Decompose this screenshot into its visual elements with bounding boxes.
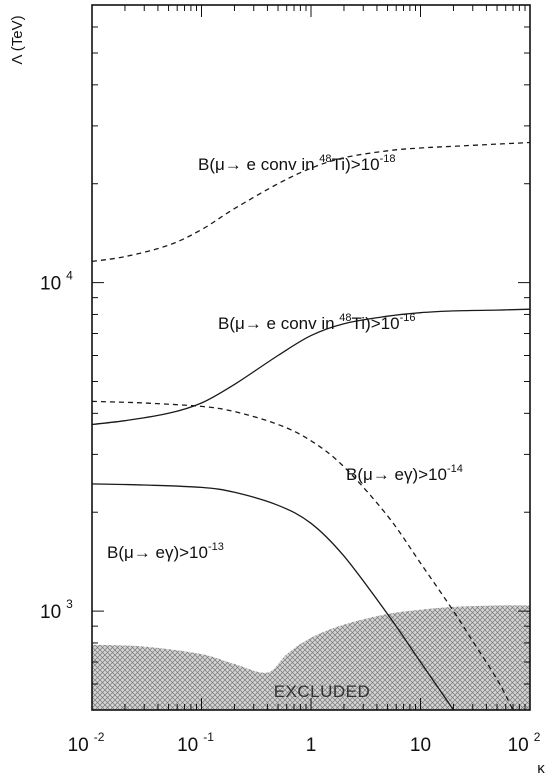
x-tick-label: 10 -2 <box>68 730 105 756</box>
x-axis-label: κ <box>537 760 545 777</box>
x-tick-label: 1 <box>306 735 317 756</box>
series-label-superscript: 48 <box>339 312 351 324</box>
series-label-text: B(μ→ eγ)>10 <box>346 465 447 484</box>
series-label-text: B(μ→ e conv in <box>218 314 339 333</box>
x-tick-label-base: 10 <box>68 735 89 756</box>
series-label-text: Ti)>10 <box>352 314 400 333</box>
excluded-region <box>92 605 530 710</box>
series-label-4: B(μ→ eγ)>10-13 <box>107 541 224 562</box>
y-tick-label: 10 3 <box>40 597 73 623</box>
excluded-area <box>92 605 530 710</box>
series-label-2: B(μ→ e conv in 48Ti)>10-16 <box>218 312 415 333</box>
y-tick-label-base: 10 <box>40 602 61 623</box>
x-tick-label-base: 10 <box>410 735 431 756</box>
series-layer <box>92 141 530 710</box>
series-line-4 <box>92 483 455 710</box>
x-tick-label: 10 <box>410 735 431 756</box>
x-tick-label: 10 -1 <box>177 730 214 756</box>
series-label-superscript: -13 <box>208 541 224 553</box>
plot-frame <box>91 4 531 711</box>
ticks-layer <box>91 4 531 711</box>
x-tick-label-base: 1 <box>306 735 317 756</box>
series-label-superscript: -14 <box>447 463 463 475</box>
x-tick-label-base: 10 <box>508 735 529 756</box>
x-tick-label: 10 2 <box>508 730 541 756</box>
x-tick-label-exponent: -1 <box>203 730 214 744</box>
y-tick-label-exponent: 3 <box>66 597 73 611</box>
y-axis-label: Λ (TeV) <box>9 15 26 64</box>
series-line-2 <box>92 308 530 426</box>
series-label-superscript: 48 <box>319 153 331 165</box>
x-tick-label-exponent: 2 <box>534 730 541 744</box>
series-label-text: Ti)>10 <box>332 155 380 174</box>
series-label-3: B(μ→ eγ)>10-14 <box>346 463 463 484</box>
y-tick-label-base: 10 <box>40 274 61 295</box>
x-tick-label-exponent: -2 <box>94 730 105 744</box>
series-label-superscript: -16 <box>400 312 416 324</box>
y-tick-label: 10 4 <box>40 269 73 295</box>
y-tick-label-exponent: 4 <box>66 269 73 283</box>
series-label-1: B(μ→ e conv in 48Ti)>10-18 <box>198 153 395 174</box>
x-tick-label-base: 10 <box>177 735 198 756</box>
excluded-label: EXCLUDED <box>274 682 371 701</box>
series-label-text: B(μ→ eγ)>10 <box>107 543 208 562</box>
series-label-text: B(μ→ e conv in <box>198 155 319 174</box>
series-line-3 <box>92 400 514 710</box>
series-label-superscript: -18 <box>380 153 396 165</box>
